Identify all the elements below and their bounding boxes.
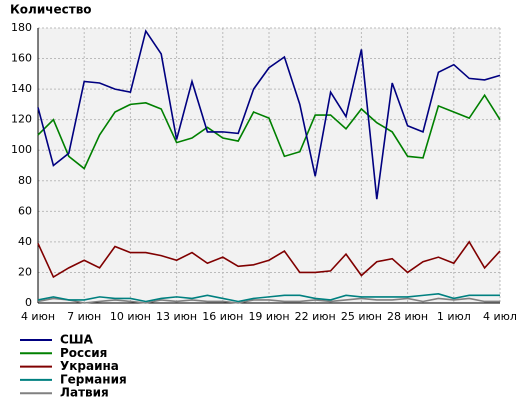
y-tick-label: 80 (18, 174, 32, 187)
line-series (37, 297, 500, 304)
x-tick-label: 19 июн (248, 310, 289, 323)
y-tick-label: 40 (18, 235, 32, 248)
y-tick-label: 20 (18, 265, 32, 278)
x-tick-label: 25 июн (341, 310, 382, 323)
line-series (37, 293, 500, 303)
x-tick-label: 7 июн (67, 310, 101, 323)
legend-label: Украина (60, 359, 119, 373)
line-series (37, 93, 501, 170)
legend-label: Германия (60, 372, 127, 386)
x-tick-label: 13 июн (156, 310, 197, 323)
legend-label: Россия (60, 346, 107, 360)
y-tick-label: 160 (11, 52, 32, 65)
y-tick-label: 180 (11, 21, 32, 34)
y-tick-label: 60 (18, 204, 32, 217)
legend-label: США (60, 333, 94, 347)
x-tick-label: 22 июн (295, 310, 336, 323)
legend-label: Латвия (60, 386, 109, 400)
y-tick-label: 0 (25, 296, 32, 309)
line-series (37, 29, 501, 200)
x-tick-label: 1 июл (437, 310, 471, 323)
x-tick-label: 4 июн (21, 310, 55, 323)
y-tick-label: 100 (11, 143, 32, 156)
x-tick-label: 10 июн (110, 310, 151, 323)
line-series (37, 240, 501, 279)
x-tick-label: 16 июн (202, 310, 243, 323)
x-tick-label: 4 июл (483, 310, 517, 323)
y-tick-label: 120 (11, 113, 32, 126)
y-tick-label: 140 (11, 82, 32, 95)
chart-title: Количество (10, 3, 92, 17)
x-tick-label: 28 июн (387, 310, 428, 323)
